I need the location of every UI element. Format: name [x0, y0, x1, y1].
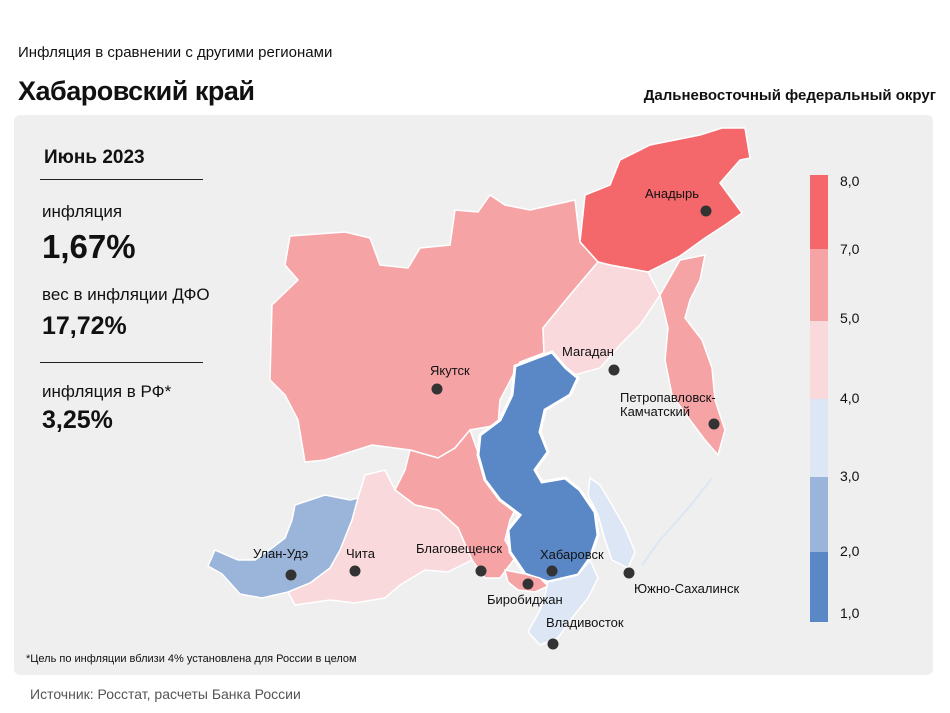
city-marker-ulan-ude [285, 569, 297, 581]
legend: 8,0 7,0 5,0 4,0 3,0 2,0 1,0 [810, 173, 860, 622]
region-kamchatka [659, 254, 726, 457]
page-subtitle: Инфляция в сравнении с другими регионами [18, 44, 333, 61]
legend-swatch-4-5 [810, 321, 828, 399]
legend-swatch-2-3 [810, 477, 828, 552]
city-marker-petropavlovsk [708, 418, 720, 430]
city-label-petropavlovsk-2: Камчатский [620, 404, 690, 419]
legend-tick: 7,0 [840, 241, 860, 257]
inflation-label: инфляция [42, 202, 123, 221]
region-kurils [641, 477, 713, 566]
legend-swatch-3-4 [810, 399, 828, 477]
city-marker-blagoveshchensk [475, 565, 487, 577]
city-markers [285, 205, 720, 650]
legend-swatch-1-2 [810, 552, 828, 622]
city-marker-chita [349, 565, 361, 577]
region-magadan [542, 261, 661, 381]
period-label: Июнь 2023 [44, 147, 145, 168]
divider-bottom [40, 362, 203, 363]
city-label-ulan-ude: Улан-Удэ [253, 546, 309, 561]
legend-tick: 8,0 [840, 173, 860, 189]
rf-inflation-value: 3,25% [42, 406, 113, 434]
city-label-yakutsk: Якутск [430, 363, 470, 378]
divider-top [40, 179, 203, 180]
legend-tick: 3,0 [840, 468, 860, 484]
region-title: Хабаровский край [18, 76, 255, 106]
source-note: Источник: Росстат, расчеты Банка России [30, 686, 301, 702]
legend-swatch-7-8 [810, 175, 828, 249]
city-marker-birobidzhan [522, 578, 534, 590]
city-marker-yakutsk [431, 383, 443, 395]
footnote: *Цель по инфляции вблизи 4% установлена … [26, 653, 357, 665]
region-buryatia [207, 494, 360, 599]
city-label-anadyr: Анадырь [645, 186, 699, 201]
legend-tick: 1,0 [840, 605, 860, 621]
city-label-yuzhno-sakhalinsk: Южно-Сахалинск [634, 581, 739, 596]
city-label-magadan: Магадан [562, 344, 614, 359]
city-marker-anadyr [700, 205, 712, 217]
city-marker-vladivostok [547, 638, 559, 650]
city-label-chita: Чита [346, 546, 376, 561]
weight-label: вес в инфляции ДФО [42, 285, 210, 304]
legend-swatch-5-7 [810, 249, 828, 321]
city-label-khabarovsk: Хабаровск [540, 547, 604, 562]
city-marker-magadan [608, 364, 620, 376]
city-label-petropavlovsk-1: Петропавловск- [620, 390, 716, 405]
legend-tick: 4,0 [840, 390, 860, 406]
legend-tick: 5,0 [840, 310, 860, 326]
region-primorye [527, 558, 599, 646]
inflation-value: 1,67% [42, 228, 136, 265]
city-marker-khabarovsk [546, 565, 558, 577]
district-title: Дальневосточный федеральный округ [643, 87, 936, 104]
city-label-birobidzhan: Биробиджан [487, 592, 563, 607]
city-label-blagoveshchensk: Благовещенск [416, 541, 502, 556]
city-label-vladivostok: Владивосток [546, 615, 624, 630]
city-marker-yuzhno-sakhalinsk [623, 567, 635, 579]
weight-value: 17,72% [42, 312, 127, 340]
legend-tick: 2,0 [840, 543, 860, 559]
rf-inflation-label: инфляция в РФ* [42, 382, 172, 401]
region-khabarovsk [476, 350, 600, 584]
